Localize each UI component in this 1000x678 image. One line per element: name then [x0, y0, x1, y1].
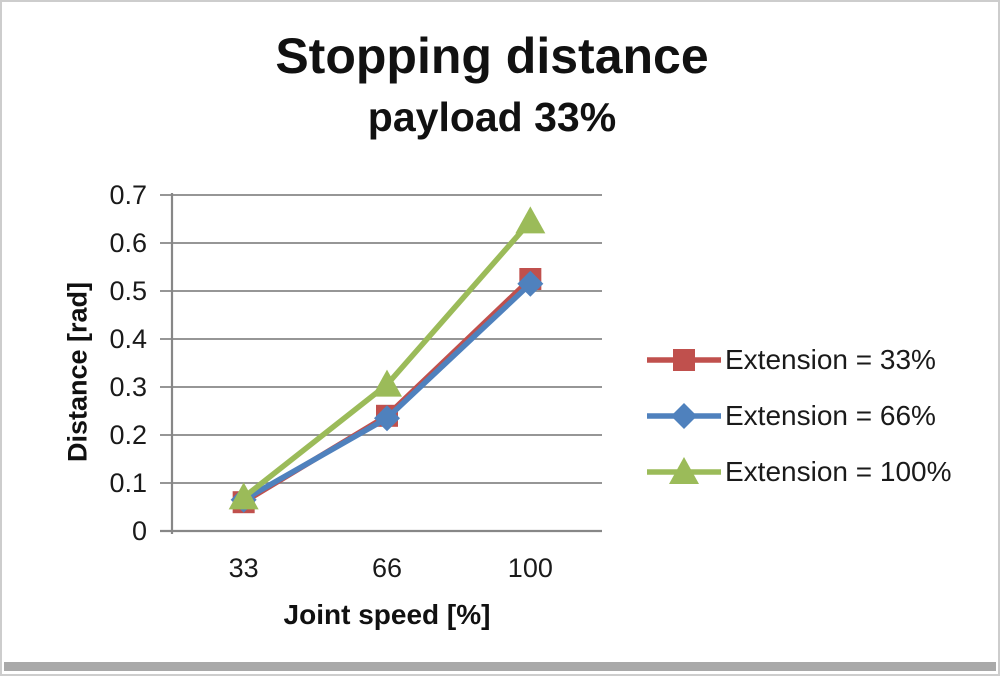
legend-item-extension-33: Extension = 33% [647, 340, 952, 380]
y-tick-label: 0.3 [52, 373, 147, 401]
legend-item-extension-66: Extension = 66% [647, 396, 952, 436]
legend-label: Extension = 66% [725, 396, 936, 436]
data-point [673, 349, 695, 371]
series-line-2 [244, 221, 531, 497]
x-tick-label: 33 [199, 553, 289, 583]
x-tick-label: 100 [485, 553, 575, 583]
x-tick-label: 66 [342, 553, 432, 583]
legend-marker-diamond-icon [647, 396, 721, 436]
legend-label: Extension = 33% [725, 340, 936, 380]
y-tick-label: 0.5 [52, 277, 147, 305]
y-tick-label: 0 [52, 517, 147, 545]
legend: Extension = 33% Extension = 66% Extensio… [647, 340, 952, 508]
x-axis-title: Joint speed [%] [284, 599, 491, 631]
y-tick-label: 0.2 [52, 421, 147, 449]
legend-marker-square-icon [647, 340, 721, 380]
data-point [515, 206, 545, 233]
y-tick-label: 0.7 [52, 181, 147, 209]
legend-marker-triangle-icon [647, 452, 721, 492]
bottom-shadow-bar [4, 662, 996, 671]
x-axis-tick-labels: 33 66 100 [2, 553, 1000, 583]
y-tick-label: 0.4 [52, 325, 147, 353]
y-tick-label: 0.6 [52, 229, 147, 257]
legend-item-extension-100: Extension = 100% [647, 452, 952, 492]
y-tick-label: 0.1 [52, 469, 147, 497]
legend-label: Extension = 100% [725, 452, 952, 492]
data-point [671, 403, 697, 429]
